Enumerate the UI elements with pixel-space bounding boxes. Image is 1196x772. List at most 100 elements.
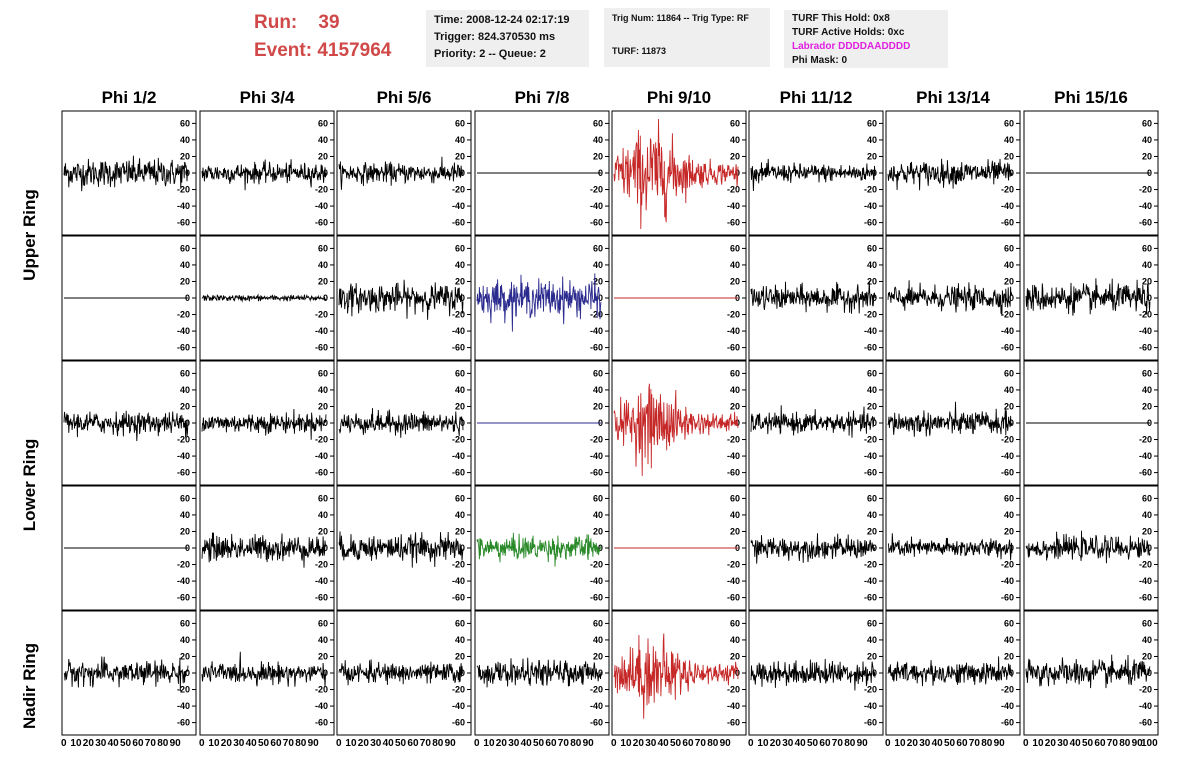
y-tick-label: 60 (455, 243, 465, 253)
y-tick-label: 60 (1004, 118, 1014, 128)
trig-info-box: Trig Num: 11864 -- Trig Type: RF TURF: 1… (604, 8, 770, 67)
x-tick-label: 60 (132, 738, 144, 749)
x-tick-label: 70 (968, 738, 980, 749)
y-tick-label: -40 (452, 576, 465, 586)
x-tick-label: 40 (794, 738, 806, 749)
x-tick-label: 70 (831, 738, 843, 749)
panel-r4-c3: 60 40 20 0 -20 -40 -60 (336, 485, 472, 611)
y-tick-label: 40 (455, 635, 465, 645)
waveform-trace (613, 633, 739, 719)
y-tick-label: 20 (318, 151, 328, 161)
waveform-trace (887, 280, 1013, 316)
x-tick-label: 60 (407, 738, 419, 749)
y-tick-label: 20 (1004, 526, 1014, 536)
y-tick-label: 0 (1147, 293, 1152, 303)
y-tick-label: -40 (1139, 326, 1152, 336)
y-tick-label: -40 (864, 576, 877, 586)
y-tick-label: 60 (455, 618, 465, 628)
x-tick-label: 70 (419, 738, 431, 749)
event-label: Event: (254, 40, 313, 61)
x-tick-label: 50 (258, 738, 270, 749)
y-tick-label: 20 (180, 526, 190, 536)
y-tick-label: 60 (1142, 118, 1152, 128)
x-tick-label: 20 (1044, 738, 1056, 749)
x-tick-label: 20 (632, 738, 644, 749)
waveform-trace (338, 408, 464, 438)
y-tick-label: 40 (455, 385, 465, 395)
waveform-trace (887, 656, 1013, 687)
y-tick-label: 60 (318, 368, 328, 378)
x-tick-label: 30 (233, 738, 245, 749)
turf-active-holds: TURF Active Holds: 0xc (792, 27, 905, 38)
y-tick-label: -40 (590, 576, 603, 586)
waveform-trace (338, 531, 464, 568)
x-tick-label: 90 (1131, 738, 1143, 749)
y-tick-label: -40 (864, 451, 877, 461)
y-tick-label: 60 (593, 368, 603, 378)
x-tick-label: 70 (694, 738, 706, 749)
x-tick-label: 90 (444, 738, 456, 749)
y-tick-label: 40 (1004, 510, 1014, 520)
y-tick-label: -60 (315, 718, 328, 728)
y-tick-label: -40 (315, 451, 328, 461)
y-tick-label: 20 (1004, 651, 1014, 661)
x-tick-label: 60 (819, 738, 831, 749)
column-label-2: Phi 3/4 (239, 88, 295, 107)
y-tick-label: 40 (593, 260, 603, 270)
panel-r3-c7: 60 40 20 0 -20 -40 -60 (885, 360, 1021, 486)
y-tick-label: 60 (455, 493, 465, 503)
y-tick-label: -60 (864, 593, 877, 603)
y-tick-label: -60 (727, 593, 740, 603)
y-tick-label: 60 (867, 493, 877, 503)
x-tick-label: 90 (169, 738, 181, 749)
y-tick-label: 60 (180, 118, 190, 128)
panel-r2-c6: 60 40 20 0 -20 -40 -60 (748, 235, 884, 361)
y-tick-label: 40 (867, 635, 877, 645)
x-tick-label: 0 (611, 738, 617, 749)
x-tick-label: 70 (557, 738, 569, 749)
x-tick-label: 20 (357, 738, 369, 749)
waveform-trace (750, 158, 876, 192)
waveform-trace (750, 280, 876, 314)
priority-text: Priority: 2 -- Queue: 2 (434, 48, 546, 60)
waveform-trace (750, 533, 876, 564)
y-tick-label: 40 (318, 135, 328, 145)
x-tick-label: 60 (956, 738, 968, 749)
y-tick-label: 40 (593, 635, 603, 645)
y-tick-label: 60 (593, 618, 603, 628)
y-tick-label: 20 (593, 526, 603, 536)
x-tick-label: 70 (282, 738, 294, 749)
x-tick-label: 30 (370, 738, 382, 749)
y-tick-label: -40 (864, 326, 877, 336)
y-tick-label: -40 (727, 201, 740, 211)
y-tick-label: -20 (1001, 560, 1014, 570)
y-tick-label: 20 (180, 401, 190, 411)
y-tick-label: 40 (1004, 635, 1014, 645)
column-label-1: Phi 1/2 (101, 88, 157, 107)
y-tick-label: -20 (315, 685, 328, 695)
column-label-6: Phi 11/12 (779, 88, 853, 107)
column-label-5: Phi 9/10 (646, 88, 712, 107)
y-tick-label: -60 (315, 593, 328, 603)
y-tick-label: -20 (177, 685, 190, 695)
y-tick-label: -60 (590, 468, 603, 478)
y-tick-label: 0 (872, 418, 877, 428)
y-tick-label: 40 (318, 510, 328, 520)
column-label-7: Phi 13/14 (916, 88, 990, 107)
y-tick-label: -20 (727, 185, 740, 195)
y-tick-label: -60 (452, 593, 465, 603)
waveform-trace (338, 659, 464, 686)
y-tick-label: 20 (1142, 401, 1152, 411)
y-tick-label: -60 (452, 468, 465, 478)
y-tick-label: -60 (864, 218, 877, 228)
waveform-trace (613, 118, 739, 230)
y-tick-label: 60 (180, 618, 190, 628)
y-tick-label: 40 (593, 510, 603, 520)
x-tick-label: 90 (993, 738, 1005, 749)
y-tick-label: 20 (1004, 401, 1014, 411)
x-tick-label: 40 (931, 738, 943, 749)
